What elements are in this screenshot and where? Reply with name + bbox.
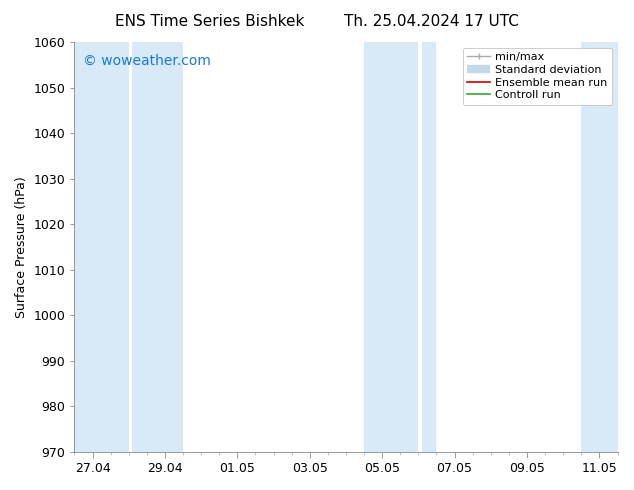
Text: ENS Time Series Bishkek: ENS Time Series Bishkek [115, 14, 304, 29]
Bar [74, 42, 129, 452]
Legend: min/max, Standard deviation, Ensemble mean run, Controll run: min/max, Standard deviation, Ensemble me… [463, 48, 612, 105]
Y-axis label: Surface Pressure (hPa): Surface Pressure (hPa) [15, 176, 28, 318]
Text: © woweather.com: © woweather.com [82, 54, 210, 68]
Text: Th. 25.04.2024 17 UTC: Th. 25.04.2024 17 UTC [344, 14, 519, 29]
Bar [581, 42, 618, 452]
Bar [133, 42, 183, 452]
Bar [422, 42, 436, 452]
Bar [364, 42, 418, 452]
